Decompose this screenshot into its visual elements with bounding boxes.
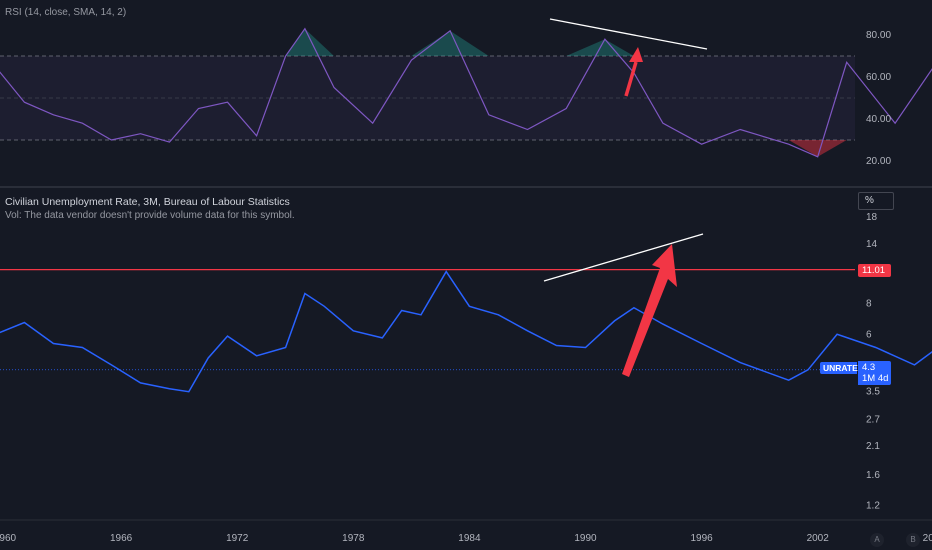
main-tick-label: 1.6 <box>866 470 880 481</box>
main-tick-label: 1.2 <box>866 501 880 512</box>
rsi-overbought-fill <box>285 28 334 56</box>
rsi-legend[interactable]: RSI (14, close, SMA, 14, 2) <box>5 7 127 18</box>
time-tick-label: 2008 <box>923 533 932 544</box>
time-tick-label: 1984 <box>458 533 481 544</box>
series-title[interactable]: Civilian Unemployment Rate, 3M, Bureau o… <box>5 196 290 208</box>
main-tick-label: 3.5 <box>866 387 880 398</box>
time-axis[interactable]: 1960196619721978198419901996200220082014… <box>0 533 932 544</box>
volume-note: Vol: The data vendor doesn't provide vol… <box>5 210 295 221</box>
main-price-axis[interactable]: 18 14 8 6 3.5 2.7 2.1 1.6 1.2 <box>866 212 880 512</box>
price-trendline-drawing[interactable] <box>543 233 704 282</box>
time-tick-label: 1990 <box>574 533 597 544</box>
main-tick-label: 18 <box>866 212 878 223</box>
last-value: 4.3 <box>862 362 876 373</box>
price-red-arrow-drawing[interactable] <box>622 244 677 377</box>
main-tick-label: 2.7 <box>866 414 880 425</box>
time-tick-label: 1978 <box>342 533 365 544</box>
log-scale-button[interactable]: B <box>906 533 920 547</box>
rsi-overbought-fill <box>411 30 489 56</box>
main-tick-label: 6 <box>866 329 872 340</box>
bar-countdown: 1M 4d <box>862 373 889 384</box>
time-tick-label: 1996 <box>690 533 713 544</box>
reference-line-label: 11.01 <box>858 264 891 277</box>
rsi-oversold-fill <box>788 140 847 157</box>
rsi-price-axis[interactable]: 80.00 60.00 40.00 20.00 <box>866 30 891 167</box>
rsi-tick-label: 80.00 <box>866 30 891 41</box>
unrate-series-line <box>0 270 932 393</box>
rsi-extreme-fills <box>285 28 847 157</box>
rsi-tick-label: 60.00 <box>866 72 891 83</box>
unit-selector-button[interactable]: % <box>858 192 894 210</box>
auto-scale-button[interactable]: A <box>870 533 884 547</box>
main-tick-label: 14 <box>866 239 878 250</box>
time-tick-label: 2002 <box>807 533 830 544</box>
rsi-red-arrow-drawing[interactable] <box>624 47 643 97</box>
time-tick-label: 1972 <box>226 533 249 544</box>
rsi-tick-label: 20.00 <box>866 156 891 167</box>
rsi-series-line <box>0 27 932 158</box>
main-tick-label: 2.1 <box>866 441 880 452</box>
ticker-badge: UNRATE <box>820 362 858 374</box>
time-tick-label: 1966 <box>110 533 133 544</box>
rsi-tick-label: 40.00 <box>866 114 891 125</box>
last-price-badge: 4.3 1M 4d <box>858 361 891 385</box>
time-tick-label: 1960 <box>0 533 17 544</box>
rsi-trendline-drawing[interactable] <box>549 18 708 50</box>
main-tick-label: 8 <box>866 299 872 310</box>
